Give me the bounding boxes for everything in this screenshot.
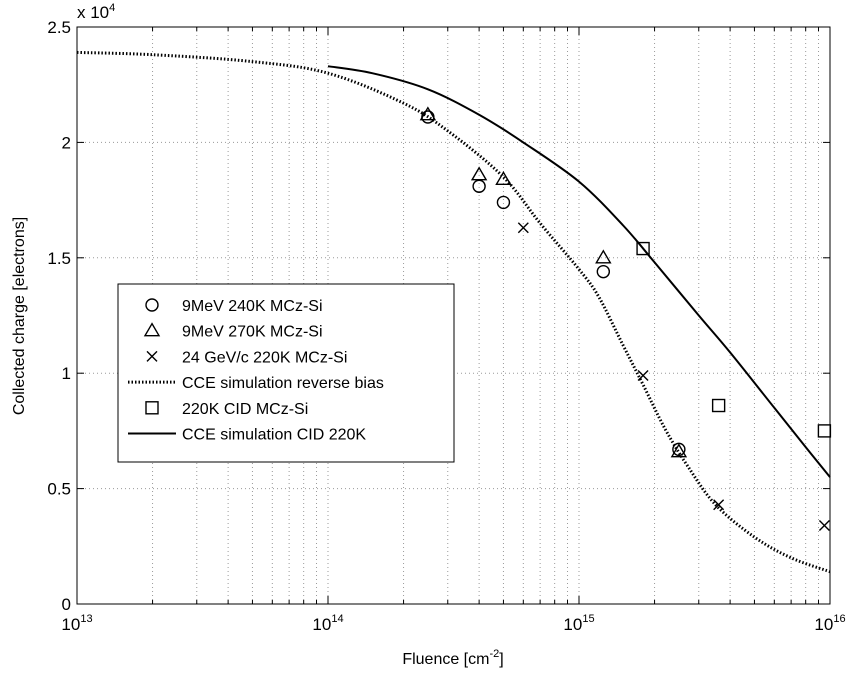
legend-box [117, 283, 455, 463]
legend-label: 9MeV 270K MCz-Si [182, 324, 323, 341]
data-point-triangle [595, 249, 612, 264]
y-tick-label: 1.5 [47, 249, 71, 268]
series-1 [419, 106, 688, 458]
legend: 9MeV 240K MCz-Si 9MeV 270K MCz-Si 24 GeV/c… [117, 283, 455, 463]
legend-item: CCE simulation CID 220K [128, 427, 366, 444]
data-point-x [818, 520, 830, 532]
legend-label: 24 GeV/c 220K MCz-Si [182, 349, 347, 366]
legend-marker-x [146, 350, 158, 362]
legend-item: CCE simulation reverse bias [128, 375, 384, 392]
y-tick-label: 0.5 [47, 480, 71, 499]
y-tick-label: 0 [62, 595, 71, 614]
data-point-x [517, 222, 529, 234]
data-point-circle [596, 264, 611, 279]
y-axis-title: Collected charge [electrons] [11, 217, 28, 415]
x-tick-label: 1015 [563, 613, 594, 634]
series-line [327, 65, 831, 478]
series-layer [76, 50, 832, 574]
plot-frame [76, 26, 831, 605]
y-tick-label: 1 [62, 364, 71, 383]
legend-item: 220K CID MCz-Si [145, 401, 308, 418]
data-point-triangle [670, 443, 688, 458]
legend-label: 9MeV 240K MCz-Si [182, 298, 323, 315]
legend-items: 9MeV 240K MCz-Si 9MeV 270K MCz-Si 24 GeV/c… [128, 298, 384, 444]
legend-label: 220K CID MCz-Si [182, 401, 308, 418]
series-5 [327, 65, 831, 478]
x-tick-label: 1016 [814, 613, 845, 634]
legend-item: 9MeV 240K MCz-Si [145, 298, 323, 315]
data-point-x [713, 499, 725, 511]
series-line [76, 50, 831, 574]
legend-item: 24 GeV/c 220K MCz-Si [146, 349, 347, 366]
x-tick-label: 1014 [312, 613, 343, 634]
data-point-triangle [495, 170, 512, 186]
legend-label: CCE simulation reverse bias [182, 375, 384, 392]
legend-marker-triangle [143, 322, 161, 337]
legend-marker-square [145, 401, 159, 415]
legend-label: CCE simulation CID 220K [182, 427, 366, 444]
x-tick-label: 1013 [61, 613, 92, 634]
legend-marker-circle [145, 298, 159, 312]
data-point-triangle [419, 106, 437, 121]
y-tick-label: 2 [62, 133, 71, 152]
series-3 [76, 50, 831, 574]
legend-item: 9MeV 270K MCz-Si [143, 322, 323, 341]
y-multiplier-label: x 104 [77, 2, 115, 22]
x-axis-title: Fluence [cm-2] [402, 648, 503, 668]
y-tick-label: 2.5 [47, 18, 71, 37]
data-point-circle [496, 195, 511, 210]
data-point-square [636, 241, 650, 256]
data-point-triangle [470, 166, 488, 181]
ticks-layer: 1013 1014 1015 1016 0 0.5 1 1.5 2 2.5 [47, 18, 845, 634]
data-point-square [711, 398, 726, 413]
